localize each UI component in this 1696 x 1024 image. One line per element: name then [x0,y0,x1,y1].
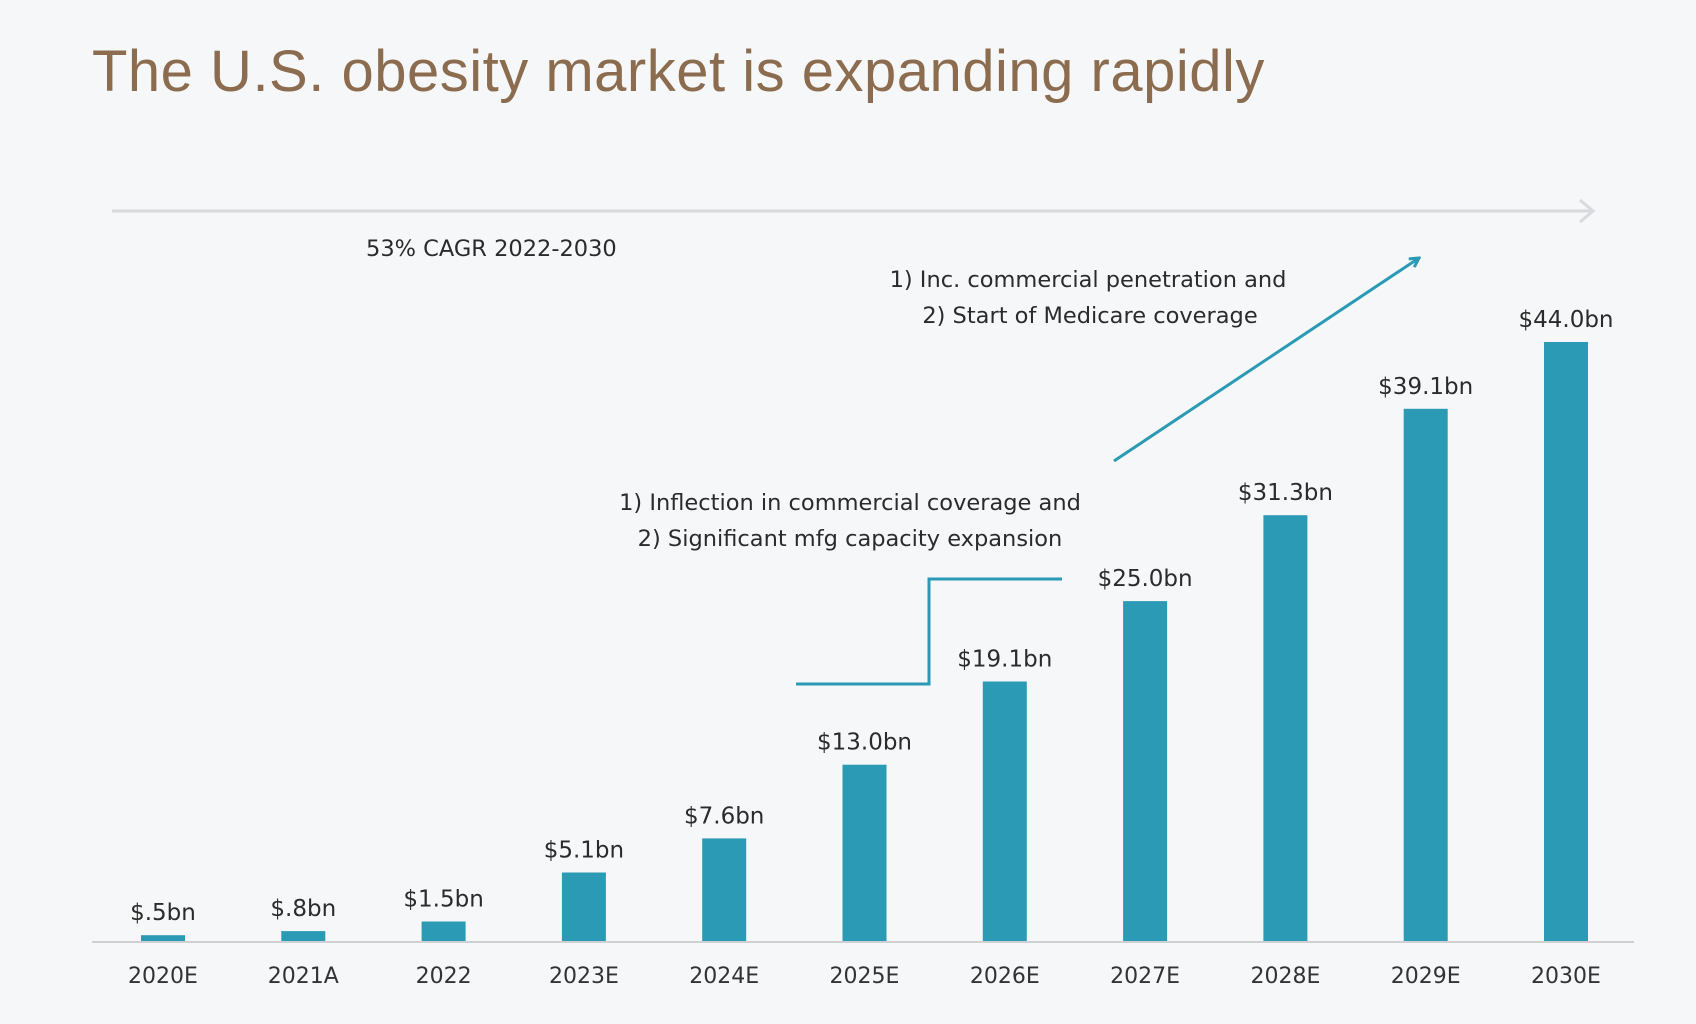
x-tick-label-2021A: 2021A [268,964,339,989]
x-tick-label-2022: 2022 [416,964,472,989]
value-label-2026E: $19.1bn [957,647,1052,673]
bar-2025E [842,764,887,942]
x-tick-label-2028E: 2028E [1250,964,1320,989]
bar-2028E [1263,515,1308,942]
x-tick-label-2030E: 2030E [1531,964,1601,989]
x-tick-label-2024E: 2024E [689,964,759,989]
value-label-2024E: $7.6bn [684,803,764,829]
value-label-2027E: $25.0bn [1098,566,1193,592]
phase2-annotation-line-2: 2) Start of Medicare coverage [922,303,1257,329]
phase2-annotation-line-1: 1) Inc. commercial penetration and [890,267,1287,293]
phase1-step-line [796,577,1062,686]
bar-2023E [561,872,606,942]
cagr-guide-arrowhead-icon [1579,198,1596,224]
value-label-2023E: $5.1bn [544,838,624,864]
phase1-annotation-line-2: 2) Significant mfg capacity expansion [638,526,1063,552]
value-label-2029E: $39.1bn [1378,374,1473,400]
x-tick-label-2020E: 2020E [128,964,198,989]
value-label-2030E: $44.0bn [1518,307,1613,333]
x-tick-label-2029E: 2029E [1391,964,1461,989]
bar-2029E [1403,408,1448,942]
x-tick-label-2025E: 2025E [830,964,900,989]
bar-2027E [1123,601,1168,942]
value-label-2020E: $.5bn [130,900,196,926]
cagr-annotation: 53% CAGR 2022-2030 [366,236,617,262]
bar-2020E [141,935,185,942]
x-tick-label-2023E: 2023E [549,964,619,989]
value-label-2025E: $13.0bn [817,730,912,756]
bars-group: $.5bn 2020E $.8bn 2021A $1.5bn 2022 $5.1bn 2023… [128,307,1613,989]
x-tick-label-2026E: 2026E [970,964,1040,989]
x-tick-label-2027E: 2027E [1110,964,1180,989]
bar-2026E [982,681,1027,942]
phase2-arrow [1113,258,1419,463]
phase1-annotation-line-1: 1) Inflection in commercial coverage and [619,490,1081,516]
page-title: The U.S. obesity market is expanding rap… [92,39,1265,104]
bar-2021A [281,931,326,942]
bar-2024E [702,838,747,942]
bar-2022 [421,921,466,942]
value-label-2022: $1.5bn [403,887,483,913]
value-label-2021A: $.8bn [270,896,336,922]
value-label-2028E: $31.3bn [1238,480,1333,506]
bar-2030E [1544,342,1588,942]
